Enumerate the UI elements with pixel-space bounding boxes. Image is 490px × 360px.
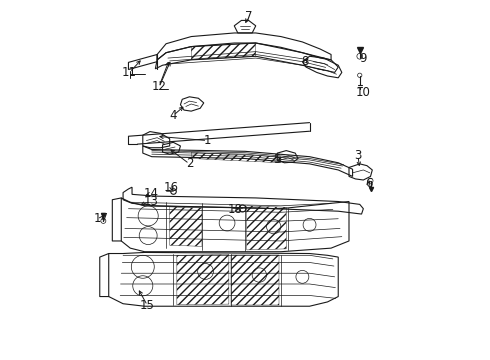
Text: 5: 5 [273,153,280,166]
Text: 15: 15 [140,299,155,312]
Text: 18: 18 [227,203,243,216]
Text: 4: 4 [170,109,177,122]
Text: 2: 2 [186,157,193,170]
Text: 10: 10 [356,86,371,99]
Text: 1: 1 [204,134,211,147]
Text: 14: 14 [144,187,159,200]
Text: 13: 13 [144,195,158,208]
Text: 8: 8 [301,55,309,68]
Text: 16: 16 [164,181,179,194]
Text: 12: 12 [151,80,167,93]
Text: 17: 17 [93,212,108,225]
Text: 7: 7 [245,10,252,23]
Text: 9: 9 [360,51,367,64]
Text: 11: 11 [122,66,137,79]
Text: 3: 3 [354,149,362,162]
Text: 6: 6 [365,177,372,190]
